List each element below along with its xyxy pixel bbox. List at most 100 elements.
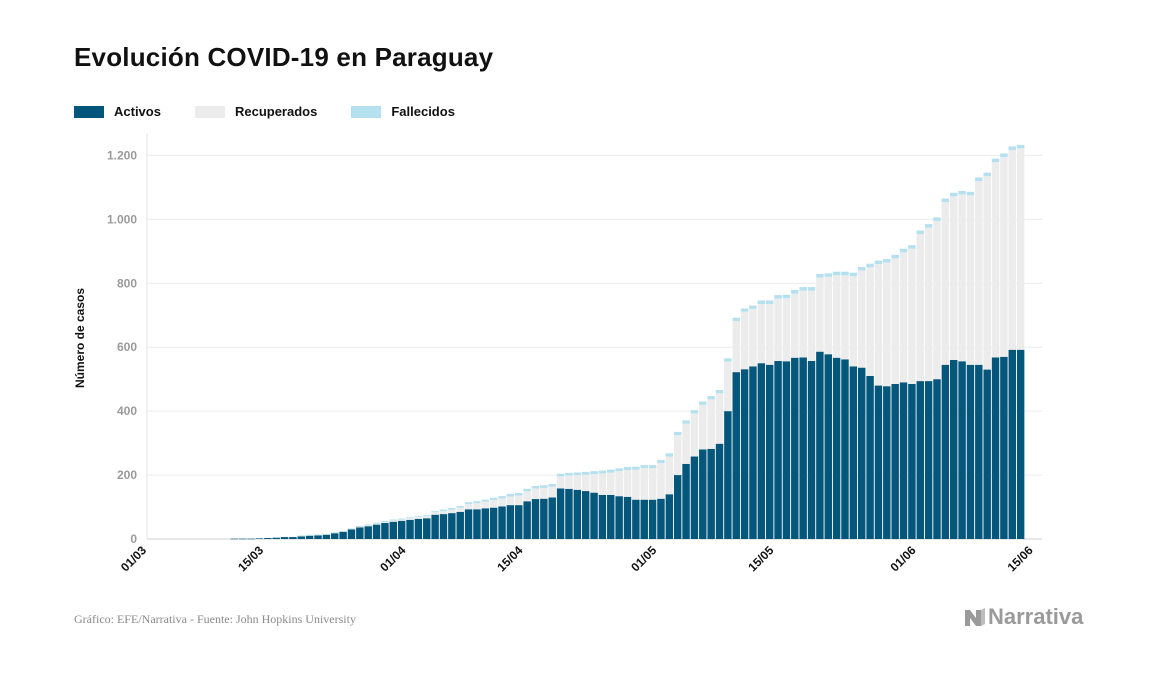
bar-recuperados bbox=[799, 290, 807, 358]
bar-fallecidos bbox=[548, 484, 556, 487]
bar-fallecidos bbox=[615, 468, 623, 472]
bar-fallecidos bbox=[414, 516, 423, 518]
bar-activos bbox=[448, 513, 456, 539]
bar-fallecidos bbox=[473, 501, 481, 504]
bar-fallecidos bbox=[581, 471, 590, 475]
bar-fallecidos bbox=[933, 217, 941, 221]
bar-activos bbox=[991, 357, 1000, 539]
bar-activos bbox=[657, 498, 665, 539]
bar-activos bbox=[1008, 349, 1016, 539]
bar-activos bbox=[456, 511, 464, 539]
bar-activos bbox=[715, 443, 724, 539]
bar-fallecidos bbox=[456, 506, 464, 508]
bar-activos bbox=[640, 499, 648, 539]
bar-recuperados bbox=[1016, 148, 1025, 350]
bar-recuperados bbox=[1000, 156, 1008, 357]
x-tick-label: 01/04 bbox=[377, 543, 408, 574]
bar-activos bbox=[239, 538, 247, 540]
source-note: Gráfico: EFE/Narrativa - Fuente: John Ho… bbox=[74, 612, 356, 626]
bar-activos bbox=[749, 366, 757, 539]
bar-activos bbox=[975, 364, 983, 539]
y-tick-label: 1.200 bbox=[107, 148, 137, 162]
legend-swatch-fallecidos bbox=[351, 105, 382, 118]
bar-recuperados bbox=[548, 486, 556, 498]
bar-activos bbox=[548, 497, 556, 539]
bar-activos bbox=[607, 494, 615, 539]
bar-fallecidos bbox=[799, 287, 807, 291]
bar-activos bbox=[883, 386, 891, 539]
bar-recuperados bbox=[699, 404, 707, 450]
bar-recuperados bbox=[883, 262, 891, 387]
bar-fallecidos bbox=[364, 524, 372, 526]
y-tick-label: 0 bbox=[130, 532, 137, 546]
bar-fallecidos bbox=[556, 473, 565, 477]
legend-swatch-recuperados bbox=[194, 105, 225, 118]
bar-recuperados bbox=[448, 509, 456, 514]
bar-activos bbox=[916, 381, 924, 539]
bar-recuperados bbox=[816, 277, 824, 352]
bar-fallecidos bbox=[857, 266, 866, 271]
bar-activos bbox=[724, 411, 732, 539]
bar-recuperados bbox=[690, 413, 699, 457]
bar-recuperados bbox=[715, 393, 724, 444]
bar-fallecidos bbox=[1000, 153, 1008, 157]
bar-fallecidos bbox=[305, 534, 314, 536]
legend-label-fallecidos: Fallecidos bbox=[391, 104, 455, 119]
bar-activos bbox=[690, 456, 699, 539]
bar-recuperados bbox=[916, 234, 924, 382]
bar-activos bbox=[331, 533, 339, 539]
bar-recuperados bbox=[515, 495, 523, 506]
y-tick-label: 400 bbox=[117, 404, 137, 418]
legend: Activos Recuperados Fallecidos bbox=[74, 104, 489, 119]
bar-activos bbox=[389, 521, 398, 539]
bar-activos bbox=[832, 357, 841, 539]
bar-activos bbox=[782, 361, 791, 539]
bar-recuperados bbox=[849, 276, 858, 367]
bar-activos bbox=[615, 496, 623, 539]
bar-recuperados bbox=[590, 474, 598, 493]
bar-fallecidos bbox=[481, 499, 490, 502]
bar-recuperados bbox=[414, 517, 423, 519]
bar-recuperados bbox=[765, 304, 774, 365]
narrativa-logo-icon bbox=[965, 608, 985, 626]
bar-recuperados bbox=[364, 525, 372, 527]
bar-recuperados bbox=[908, 248, 916, 384]
bar-activos bbox=[347, 529, 356, 539]
bar-recuperados bbox=[991, 162, 1000, 358]
chart-title: Evolución COVID-19 en Paraguay bbox=[74, 42, 494, 72]
bar-activos bbox=[807, 360, 816, 539]
legend-item-fallecidos: Fallecidos bbox=[351, 104, 455, 119]
bar-activos bbox=[230, 538, 239, 540]
bar-activos bbox=[924, 381, 933, 539]
bar-activos bbox=[264, 538, 272, 539]
bar-recuperados bbox=[975, 180, 983, 365]
bar-recuperados bbox=[807, 290, 816, 361]
legend-label-recuperados: Recuperados bbox=[234, 104, 318, 119]
x-tick-label: 01/06 bbox=[888, 543, 919, 574]
bar-fallecidos bbox=[506, 493, 515, 497]
bar-activos bbox=[481, 508, 490, 539]
y-tick-label: 800 bbox=[117, 276, 137, 290]
bar-activos bbox=[322, 534, 331, 539]
bar-fallecidos bbox=[824, 273, 832, 277]
bar-fallecidos bbox=[423, 515, 431, 517]
bar-recuperados bbox=[464, 504, 473, 510]
bar-recuperados bbox=[857, 270, 866, 368]
bar-recuperados bbox=[523, 491, 531, 502]
bar-activos bbox=[540, 498, 548, 539]
x-tick-label: 15/03 bbox=[235, 543, 266, 574]
bar-fallecidos bbox=[339, 531, 347, 532]
bar-fallecidos bbox=[899, 248, 908, 253]
bar-recuperados bbox=[423, 516, 431, 519]
bar-fallecidos bbox=[523, 488, 531, 492]
bar-activos bbox=[498, 506, 506, 539]
bar-activos bbox=[297, 536, 306, 539]
bar-fallecidos bbox=[322, 533, 331, 535]
bar-recuperados bbox=[598, 473, 607, 495]
bar-activos bbox=[581, 491, 590, 539]
x-tick-label: 01/03 bbox=[118, 543, 149, 574]
bar-activos bbox=[824, 354, 832, 539]
bar-recuperados bbox=[757, 304, 766, 364]
bar-fallecidos bbox=[573, 472, 582, 476]
